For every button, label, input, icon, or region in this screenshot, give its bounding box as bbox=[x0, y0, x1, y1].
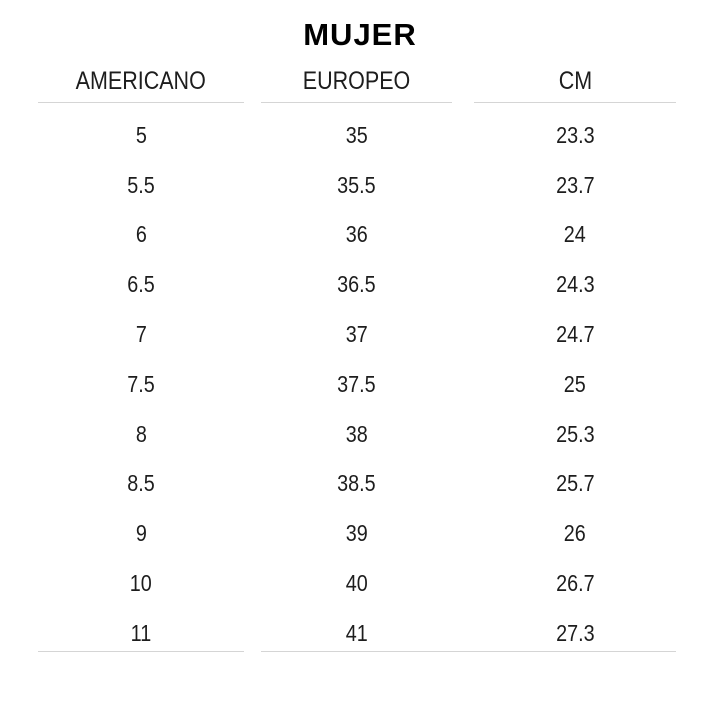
table-row: 8.5 38.5 25.7 bbox=[38, 452, 676, 502]
cell-value: 5.5 bbox=[127, 171, 155, 198]
cell-americano: 6 bbox=[38, 223, 244, 252]
cell-europeo: 35.5 bbox=[261, 171, 452, 203]
cell-cm: 23.3 bbox=[474, 121, 676, 153]
cell-value: 5 bbox=[135, 121, 147, 148]
cell-value: 25 bbox=[563, 370, 587, 397]
cell-cm: 24.7 bbox=[474, 320, 676, 352]
cell-americano: 9 bbox=[38, 522, 244, 551]
cell-europeo: 39 bbox=[261, 522, 452, 551]
cell-americano: 8 bbox=[38, 420, 244, 452]
column-header-cm: CM bbox=[474, 69, 676, 103]
table-row: 9 39 26 bbox=[38, 501, 676, 551]
cell-europeo: 37 bbox=[261, 320, 452, 352]
cell-cm: 25.7 bbox=[474, 472, 676, 501]
cell-value: 8 bbox=[135, 420, 147, 447]
cell-value: 6 bbox=[135, 221, 147, 248]
cell-value: 26 bbox=[563, 520, 587, 547]
cell-value: 25.7 bbox=[555, 470, 595, 497]
cell-value: 24 bbox=[563, 221, 587, 248]
cell-americano: 10 bbox=[38, 569, 244, 601]
cell-cm: 25 bbox=[474, 370, 676, 402]
cell-americano: 8.5 bbox=[38, 472, 244, 501]
table-header-row: AMERICANO EUROPEO CM bbox=[38, 56, 676, 103]
cell-value: 27.3 bbox=[555, 619, 595, 646]
cell-value: 25.3 bbox=[555, 420, 595, 447]
cell-value: 24.3 bbox=[555, 271, 595, 298]
cell-value: 10 bbox=[129, 569, 153, 596]
column-header-label: EUROPEO bbox=[302, 67, 411, 95]
cell-value: 7 bbox=[135, 320, 147, 347]
cell-value: 26.7 bbox=[555, 569, 595, 596]
column-header-americano: AMERICANO bbox=[38, 69, 244, 103]
cell-value: 37.5 bbox=[337, 370, 376, 397]
cell-value: 23.3 bbox=[555, 121, 595, 148]
cell-value: 24.7 bbox=[555, 320, 595, 347]
cell-europeo: 36 bbox=[261, 223, 452, 252]
page-title: MUJER bbox=[0, 14, 720, 56]
cell-value: 38 bbox=[345, 420, 368, 447]
cell-value: 9 bbox=[135, 520, 147, 547]
cell-americano: 11 bbox=[38, 619, 244, 651]
cell-americano: 5.5 bbox=[38, 171, 244, 203]
cell-cm: 27.3 bbox=[474, 619, 676, 651]
table-row: 8 38 25.3 bbox=[38, 402, 676, 452]
table-row: 6 36 24 bbox=[38, 203, 676, 253]
column-header-europeo: EUROPEO bbox=[261, 69, 452, 103]
cell-cm: 26.7 bbox=[474, 569, 676, 601]
cell-value: 11 bbox=[130, 619, 152, 646]
column-header-label: CM bbox=[558, 67, 592, 95]
cell-europeo: 41 bbox=[261, 619, 452, 651]
cell-europeo: 35 bbox=[261, 121, 452, 153]
cell-value: 38.5 bbox=[337, 470, 376, 497]
column-header-label: AMERICANO bbox=[75, 67, 207, 95]
cell-value: 37 bbox=[345, 320, 368, 347]
cell-value: 39 bbox=[345, 520, 368, 547]
cell-americano: 7 bbox=[38, 320, 244, 352]
cell-value: 35 bbox=[345, 121, 368, 148]
cell-cm: 26 bbox=[474, 522, 676, 551]
cell-value: 6.5 bbox=[127, 271, 155, 298]
cell-value: 7.5 bbox=[127, 370, 155, 397]
cell-americano: 6.5 bbox=[38, 273, 244, 302]
table-bottom-rule bbox=[38, 650, 676, 653]
cell-americano: 5 bbox=[38, 121, 244, 153]
table-row: 7 37 24.7 bbox=[38, 302, 676, 352]
cell-value: 35.5 bbox=[337, 171, 376, 198]
cell-value: 41 bbox=[345, 619, 368, 646]
cell-europeo: 37.5 bbox=[261, 370, 452, 402]
cell-cm: 24 bbox=[474, 223, 676, 252]
cell-value: 40 bbox=[345, 569, 368, 596]
cell-americano: 7.5 bbox=[38, 370, 244, 402]
cell-europeo: 38.5 bbox=[261, 472, 452, 501]
cell-cm: 24.3 bbox=[474, 273, 676, 302]
cell-value: 8.5 bbox=[127, 470, 155, 497]
table-row: 7.5 37.5 25 bbox=[38, 352, 676, 402]
table-row: 11 41 27.3 bbox=[38, 601, 676, 651]
table-row: 10 40 26.7 bbox=[38, 551, 676, 601]
cell-europeo: 36.5 bbox=[261, 273, 452, 302]
table-row: 5.5 35.5 23.7 bbox=[38, 153, 676, 203]
table-row: 5 35 23.3 bbox=[38, 103, 676, 153]
cell-europeo: 38 bbox=[261, 420, 452, 452]
cell-europeo: 40 bbox=[261, 569, 452, 601]
cell-value: 36.5 bbox=[337, 271, 376, 298]
size-chart-page: MUJER AMERICANO EUROPEO CM 5 35 23.3 5.5… bbox=[0, 14, 720, 720]
cell-value: 23.7 bbox=[555, 171, 595, 198]
cell-cm: 23.7 bbox=[474, 171, 676, 203]
bottom-rule-segment-right bbox=[261, 650, 676, 653]
table-row: 6.5 36.5 24.3 bbox=[38, 252, 676, 302]
bottom-rule-segment-left bbox=[38, 650, 244, 653]
page-title-text: MUJER bbox=[303, 17, 417, 52]
cell-cm: 25.3 bbox=[474, 420, 676, 452]
cell-value: 36 bbox=[345, 221, 368, 248]
